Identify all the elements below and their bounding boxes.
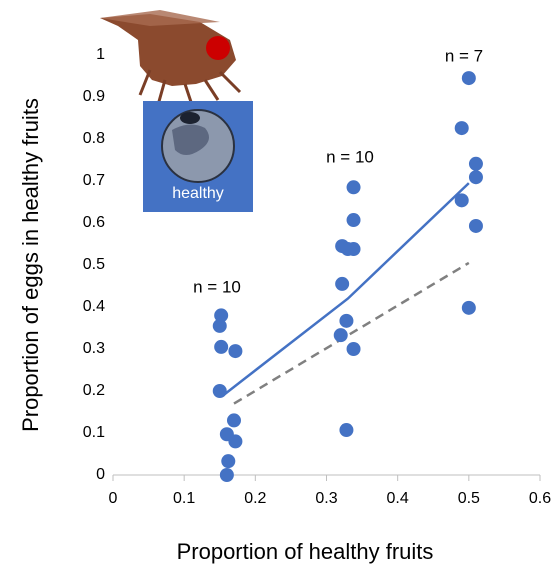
fit-line (222, 182, 470, 397)
fit-line (233, 261, 470, 405)
data-point (461, 300, 476, 315)
annotation: n = 10 (326, 147, 374, 166)
data-point (468, 170, 483, 185)
data-point (333, 328, 348, 343)
x-tick-label: 0.6 (529, 490, 551, 507)
fly-illustration (100, 10, 242, 106)
x-axis-label: Proportion of healthy fruits (177, 539, 434, 564)
data-point (214, 308, 229, 323)
y-tick-label: 0.4 (83, 298, 105, 315)
data-point (461, 71, 476, 86)
x-tick-label: 0.2 (244, 490, 266, 507)
data-point (335, 276, 350, 291)
y-tick-label: 0.1 (83, 424, 105, 441)
data-point (468, 156, 483, 171)
data-point (212, 384, 227, 398)
x-tick-label: 0.5 (458, 490, 480, 507)
y-tick-label: 0.9 (83, 88, 105, 105)
data-point (346, 342, 361, 356)
y-tick-label: 1 (96, 46, 105, 63)
data-point (221, 454, 236, 469)
x-tick-label: 0.1 (173, 490, 195, 507)
data-point (454, 193, 469, 208)
data-point (468, 218, 483, 233)
annotation: n = 7 (445, 46, 483, 65)
y-tick-label: 0.5 (83, 256, 105, 273)
x-tick-label: 0 (109, 490, 118, 507)
y-tick-label: 0.7 (83, 172, 105, 189)
x-tick-label: 0.4 (387, 490, 409, 507)
y-tick-label: 0.2 (83, 382, 105, 399)
annotation: n = 10 (193, 277, 241, 296)
data-point (454, 121, 469, 136)
y-tick-label: 0.3 (83, 340, 105, 357)
data-point (228, 434, 243, 449)
data-point (346, 213, 361, 228)
data-point (226, 413, 241, 428)
data-point (346, 180, 361, 195)
data-point (212, 318, 227, 333)
data-point (339, 313, 354, 328)
data-point (219, 468, 234, 482)
x-tick-label: 0.3 (315, 490, 337, 507)
data-point (339, 423, 354, 438)
y-tick-label: 0.6 (83, 214, 105, 231)
data-point (214, 339, 229, 354)
y-axis-label: Proportion of eggs in healthy fruits (18, 98, 43, 432)
data-point (228, 344, 243, 359)
y-tick-label: 0 (96, 466, 105, 483)
y-tick-label: 0.8 (83, 130, 105, 147)
data-point (346, 242, 361, 257)
fruit-inset: healthy (143, 101, 253, 212)
inset-label: healthy (172, 185, 224, 202)
